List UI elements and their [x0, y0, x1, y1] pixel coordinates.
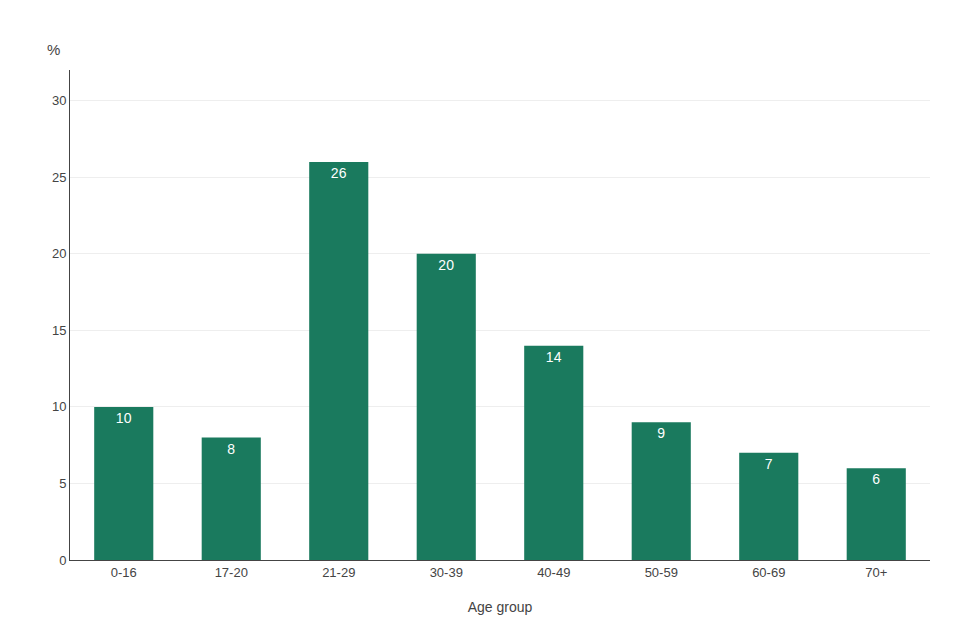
svg-text:14: 14	[546, 349, 562, 365]
svg-text:9: 9	[657, 425, 665, 441]
svg-text:%: %	[47, 41, 60, 58]
svg-text:10: 10	[52, 399, 66, 414]
svg-text:60-69: 60-69	[752, 565, 785, 580]
svg-text:8: 8	[227, 441, 235, 457]
svg-text:0: 0	[59, 553, 66, 568]
svg-text:40-49: 40-49	[537, 565, 570, 580]
svg-text:30: 30	[52, 93, 66, 108]
svg-text:50-59: 50-59	[645, 565, 678, 580]
svg-text:21-29: 21-29	[322, 565, 355, 580]
svg-text:Age group: Age group	[468, 599, 533, 615]
svg-text:70+: 70+	[865, 565, 887, 580]
svg-text:25: 25	[52, 170, 66, 185]
svg-text:20: 20	[438, 257, 454, 273]
svg-text:30-39: 30-39	[430, 565, 463, 580]
svg-text:5: 5	[59, 476, 66, 491]
svg-text:0-16: 0-16	[111, 565, 137, 580]
svg-text:15: 15	[52, 323, 66, 338]
svg-text:7: 7	[765, 456, 773, 472]
svg-text:6: 6	[872, 471, 880, 487]
svg-text:10: 10	[116, 410, 132, 426]
svg-text:20: 20	[52, 246, 66, 261]
svg-text:17-20: 17-20	[215, 565, 248, 580]
svg-text:26: 26	[331, 165, 347, 181]
